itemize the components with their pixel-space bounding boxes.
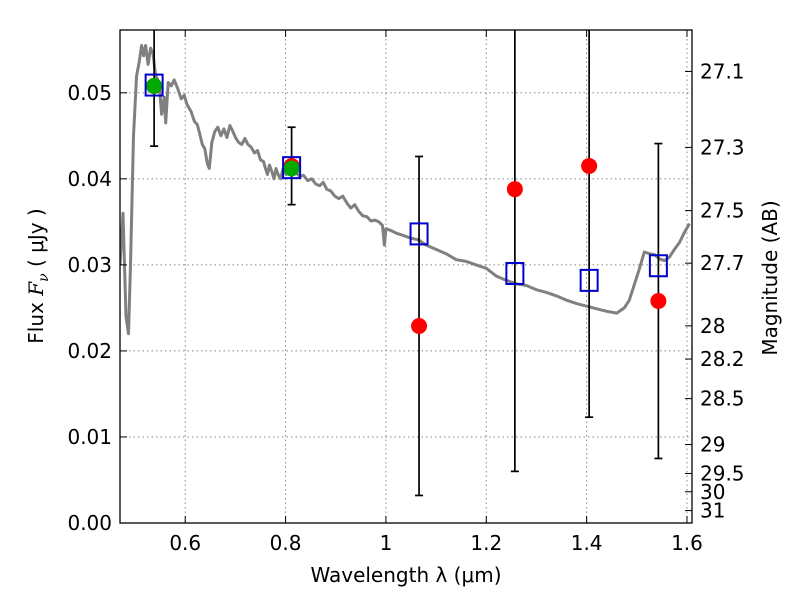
y2-axis-title: Magnitude (AB) bbox=[758, 200, 782, 355]
y-tick-label: 0.02 bbox=[67, 339, 112, 363]
x-tick-label: 0.8 bbox=[270, 531, 302, 555]
y2-tick-label: 27.3 bbox=[700, 135, 745, 159]
x-tick-label: 0.6 bbox=[169, 531, 201, 555]
y2-tick-label: 28 bbox=[700, 314, 725, 338]
x-tick-label: 1.2 bbox=[470, 531, 502, 555]
model-band-square bbox=[144, 73, 164, 97]
x-tick-label: 1 bbox=[380, 531, 393, 555]
y2-tick-label: 27.7 bbox=[700, 251, 745, 275]
y-axis-title-text: Flux bbox=[24, 296, 48, 344]
y-axis-title-subscript: ν bbox=[36, 273, 52, 282]
y2-tick-label: 31 bbox=[700, 499, 725, 523]
observed-flux-point bbox=[506, 181, 523, 198]
y2-tick-label: 29 bbox=[700, 433, 725, 457]
observed-flux-point bbox=[581, 157, 598, 174]
y2-tick-label: 28.5 bbox=[700, 387, 745, 411]
model-band-square bbox=[648, 254, 668, 278]
model-band-square bbox=[282, 156, 302, 180]
y-axis-title-unit: ( μJy ) bbox=[24, 208, 48, 273]
y-tick-label: 0.05 bbox=[67, 81, 112, 105]
x-tick-label: 1.6 bbox=[671, 531, 703, 555]
x-axis-title: Wavelength λ (μm) bbox=[310, 563, 501, 587]
model-band-square bbox=[409, 222, 429, 246]
grid bbox=[120, 30, 692, 524]
y2-tick-label: 27.5 bbox=[700, 199, 745, 223]
y2-tick-label: 30 bbox=[700, 480, 725, 504]
plot-frame bbox=[119, 29, 693, 524]
ticks: 0.6 0.8 1 1.2 1.4 1.6 0.00 0.01 0.02 0.03 0.04 0.05… bbox=[67, 30, 745, 555]
y-axis-title-symbol: F bbox=[24, 281, 48, 297]
y-tick-label: 0.00 bbox=[67, 511, 112, 535]
y-tick-label: 0.04 bbox=[67, 167, 112, 191]
y2-tick-label: 27.1 bbox=[700, 59, 745, 83]
y-tick-label: 0.01 bbox=[67, 425, 112, 449]
detection-point bbox=[283, 160, 300, 177]
detection-point bbox=[146, 77, 163, 94]
observed-flux-point bbox=[650, 293, 667, 310]
x-tick-label: 1.4 bbox=[571, 531, 603, 555]
y2-tick-label: 29.5 bbox=[700, 461, 745, 485]
y-tick-label: 0.03 bbox=[67, 253, 112, 277]
model-band-square bbox=[579, 268, 599, 292]
y2-tick-label: 28.2 bbox=[700, 347, 745, 371]
y-axis-title: Flux Fν ( μJy ) bbox=[24, 208, 52, 343]
model-band-square bbox=[505, 261, 525, 285]
marker-layer bbox=[144, 73, 668, 334]
observed-flux-point bbox=[411, 317, 428, 334]
